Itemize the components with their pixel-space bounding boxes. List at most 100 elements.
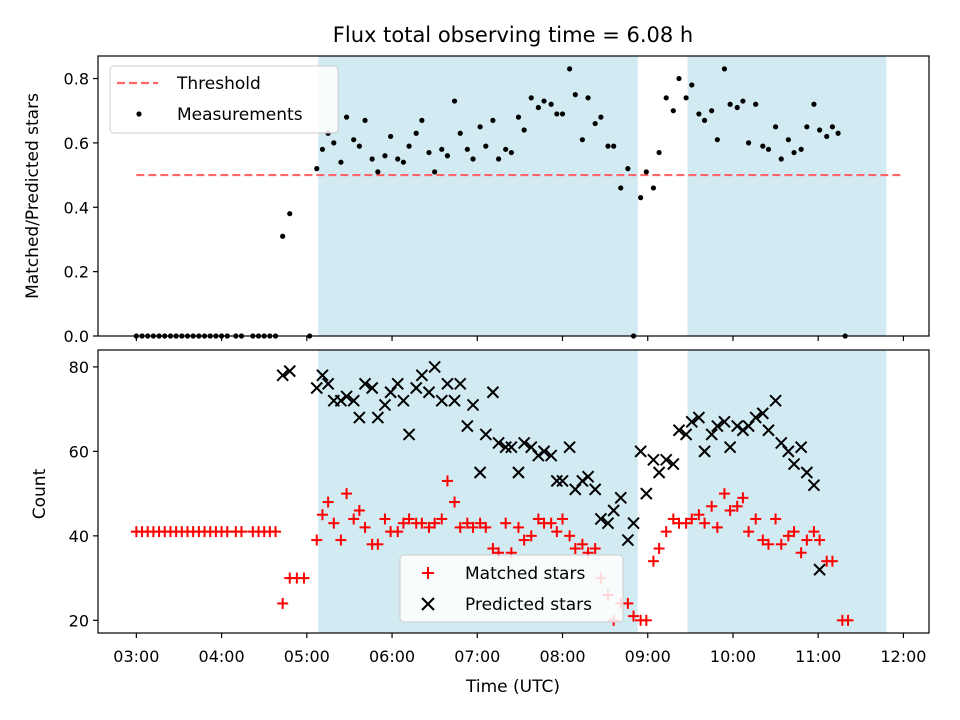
matched-star-point <box>731 500 743 512</box>
predicted-star-point <box>640 487 653 500</box>
measurement-point <box>343 114 350 120</box>
measurement-point <box>444 153 451 159</box>
matched-star-point <box>316 509 328 521</box>
matched-star-point <box>640 614 652 626</box>
measurement-point <box>338 159 344 165</box>
matched-star-point <box>750 513 762 525</box>
matched-star-point <box>429 517 441 529</box>
measurement-point <box>772 124 779 130</box>
predicted-star-point <box>402 428 416 441</box>
predicted-star-point <box>353 411 366 424</box>
xtick-label: 07:00 <box>454 647 500 666</box>
predicted-star-point <box>358 377 372 390</box>
measurement-point <box>835 130 841 136</box>
matched-star-point <box>277 597 289 609</box>
predicted-star-point <box>391 377 404 390</box>
chart-title: Flux total observing time = 6.08 h <box>333 23 693 47</box>
predicted-star-point <box>276 369 289 382</box>
predicted-star-point <box>321 377 335 390</box>
predicted-star-point <box>576 474 589 488</box>
predicted-star-point <box>614 491 627 505</box>
predicted-star-point <box>807 478 821 492</box>
measurement-point <box>791 149 797 156</box>
matched-star-point <box>706 500 718 512</box>
matched-star-point <box>392 526 404 538</box>
predicted-star-point <box>736 424 750 437</box>
predicted-star-point <box>627 516 640 530</box>
xtick-label: 05:00 <box>284 647 330 666</box>
xtick-label: 04:00 <box>199 647 245 666</box>
matched-star-point <box>467 521 479 533</box>
bottom-legend: Matched stars Predicted stars <box>399 554 624 623</box>
top-y-axis-label: Matched/Predicted stars <box>23 93 43 299</box>
measurement-point <box>280 233 286 239</box>
matched-star-point <box>322 496 334 508</box>
bottom-y-axis-label: Count <box>30 468 50 519</box>
matched-star-point <box>397 517 409 529</box>
xtick-label: 09:00 <box>625 647 671 666</box>
xtick-label: 08:00 <box>539 647 585 666</box>
predicted-star-point <box>435 394 448 407</box>
matched-star-point <box>441 475 453 487</box>
predicted-star-point <box>347 394 360 407</box>
measurement-point <box>400 159 407 165</box>
measurement-point <box>451 98 458 104</box>
matched-star-point <box>770 513 782 525</box>
measurement-point <box>382 153 388 159</box>
predicted-star-point <box>334 394 348 407</box>
measurement-point <box>689 82 695 88</box>
predicted-star-point <box>550 474 564 488</box>
measurement-point <box>638 195 644 201</box>
bottom-ytick-label: 80 <box>69 358 89 377</box>
measurement-point <box>740 98 746 104</box>
top-ytick-label: 0.6 <box>64 134 89 153</box>
measurement-point <box>490 117 496 123</box>
measurement-point <box>618 185 624 191</box>
measurement-point <box>287 211 293 217</box>
measurement-point <box>785 137 791 143</box>
top-ytick-label: 0.0 <box>64 327 89 346</box>
matched-star-point <box>348 513 360 525</box>
measurement-point <box>753 101 759 107</box>
predicted-star-point <box>711 419 724 433</box>
matched-star-point <box>795 547 807 559</box>
predicted-star-point <box>698 445 711 458</box>
matched-star-point <box>660 526 672 538</box>
measurement-point <box>559 111 566 117</box>
matched-star-point <box>576 538 588 550</box>
matched-star-point <box>724 505 736 517</box>
matched-star-point <box>416 517 428 529</box>
measurement-point <box>727 101 733 107</box>
measurement-point <box>439 146 445 152</box>
measurement-point <box>625 166 631 172</box>
measurement-point <box>314 166 320 172</box>
predicted-star-point <box>581 470 595 483</box>
top-observing-span-1 <box>687 56 887 336</box>
predicted-star-point <box>499 440 512 454</box>
measurement-point <box>734 104 740 111</box>
measurement-point <box>798 146 804 152</box>
matched-star-point <box>757 534 769 546</box>
matched-star-point <box>557 513 569 525</box>
matched-star-point <box>569 543 581 555</box>
measurement-point <box>457 130 463 136</box>
predicted-star-point <box>441 377 454 390</box>
matched-star-point <box>512 521 524 533</box>
top-legend-box <box>109 65 339 134</box>
measurement-point <box>663 95 669 101</box>
matched-star-point <box>737 492 749 504</box>
matched-star-point <box>235 526 247 538</box>
measurement-point <box>395 156 401 162</box>
matched-star-point <box>808 526 820 538</box>
matched-star-point <box>270 526 282 538</box>
matched-star-point <box>782 530 794 542</box>
legend-predicted-label: Predicted stars <box>465 595 592 615</box>
top-ytick-label: 0.4 <box>64 198 89 217</box>
legend-matched-label: Matched stars <box>465 564 585 584</box>
measurement-point <box>611 143 617 149</box>
measurement-point <box>829 124 836 130</box>
predicted-star-point <box>563 440 576 454</box>
predicted-star-point <box>647 453 660 467</box>
measurement-point <box>683 95 689 101</box>
bottom-panel: 20 40 60 80 03:00 04:00 05:00 06:00 07:00 08:00 0… <box>30 349 930 697</box>
